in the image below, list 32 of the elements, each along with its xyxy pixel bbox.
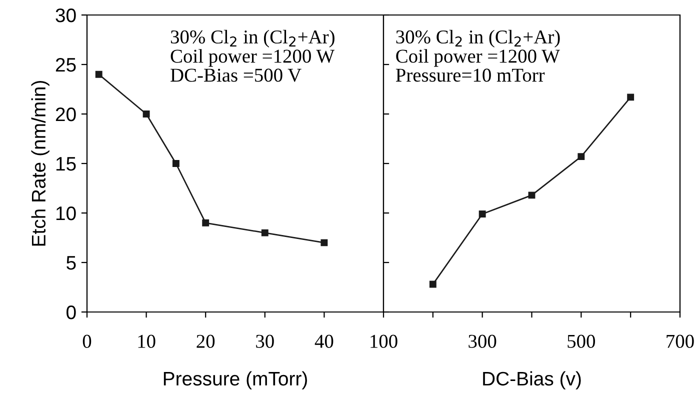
y-axis-title: Etch Rate (nm/min) [31,80,50,246]
y-tick-label: 30 [56,8,76,22]
point [95,70,102,78]
x-axis-title: DC-Bias (v) [483,371,581,390]
x-tick-label: 300 [468,334,496,348]
point [578,153,585,160]
y-tick-label: 0 [66,305,76,320]
point [627,94,634,101]
point [261,229,268,236]
x-tick-label: 500 [568,334,596,348]
point [202,219,210,226]
annotation: 30% Cl$_{2}$ in (Cl$_{2}$+Ar) Coil power =1200 W DC-Bias =500 V [170,30,335,82]
x-tick-label: 700 [666,334,694,348]
x-tick-label: 100 [370,334,398,348]
annotation: 30% Cl$_{2}$ in (Cl$_{2}$+Ar) Coil power =1200 W Pressure=10 mTorr [396,30,560,82]
x-tick-label: 0 [82,334,92,348]
y-tick-label: 10 [56,206,76,220]
point [429,280,436,288]
point [528,192,536,199]
x-axis-title: Pressure (mTorr) [164,371,307,390]
x-tick-label: 20 [196,334,215,348]
point [172,160,180,167]
point [320,239,328,246]
y-tick-label: 25 [56,58,76,72]
point [478,210,486,218]
y-tick-label: 5 [66,256,76,270]
x-tick-label: 30 [256,334,274,348]
y-tick-label: 15 [56,157,76,171]
x-tick-label: 40 [314,334,334,348]
y-tick-label: 20 [56,107,76,122]
x-tick-label: 10 [138,334,156,348]
point [142,110,150,118]
